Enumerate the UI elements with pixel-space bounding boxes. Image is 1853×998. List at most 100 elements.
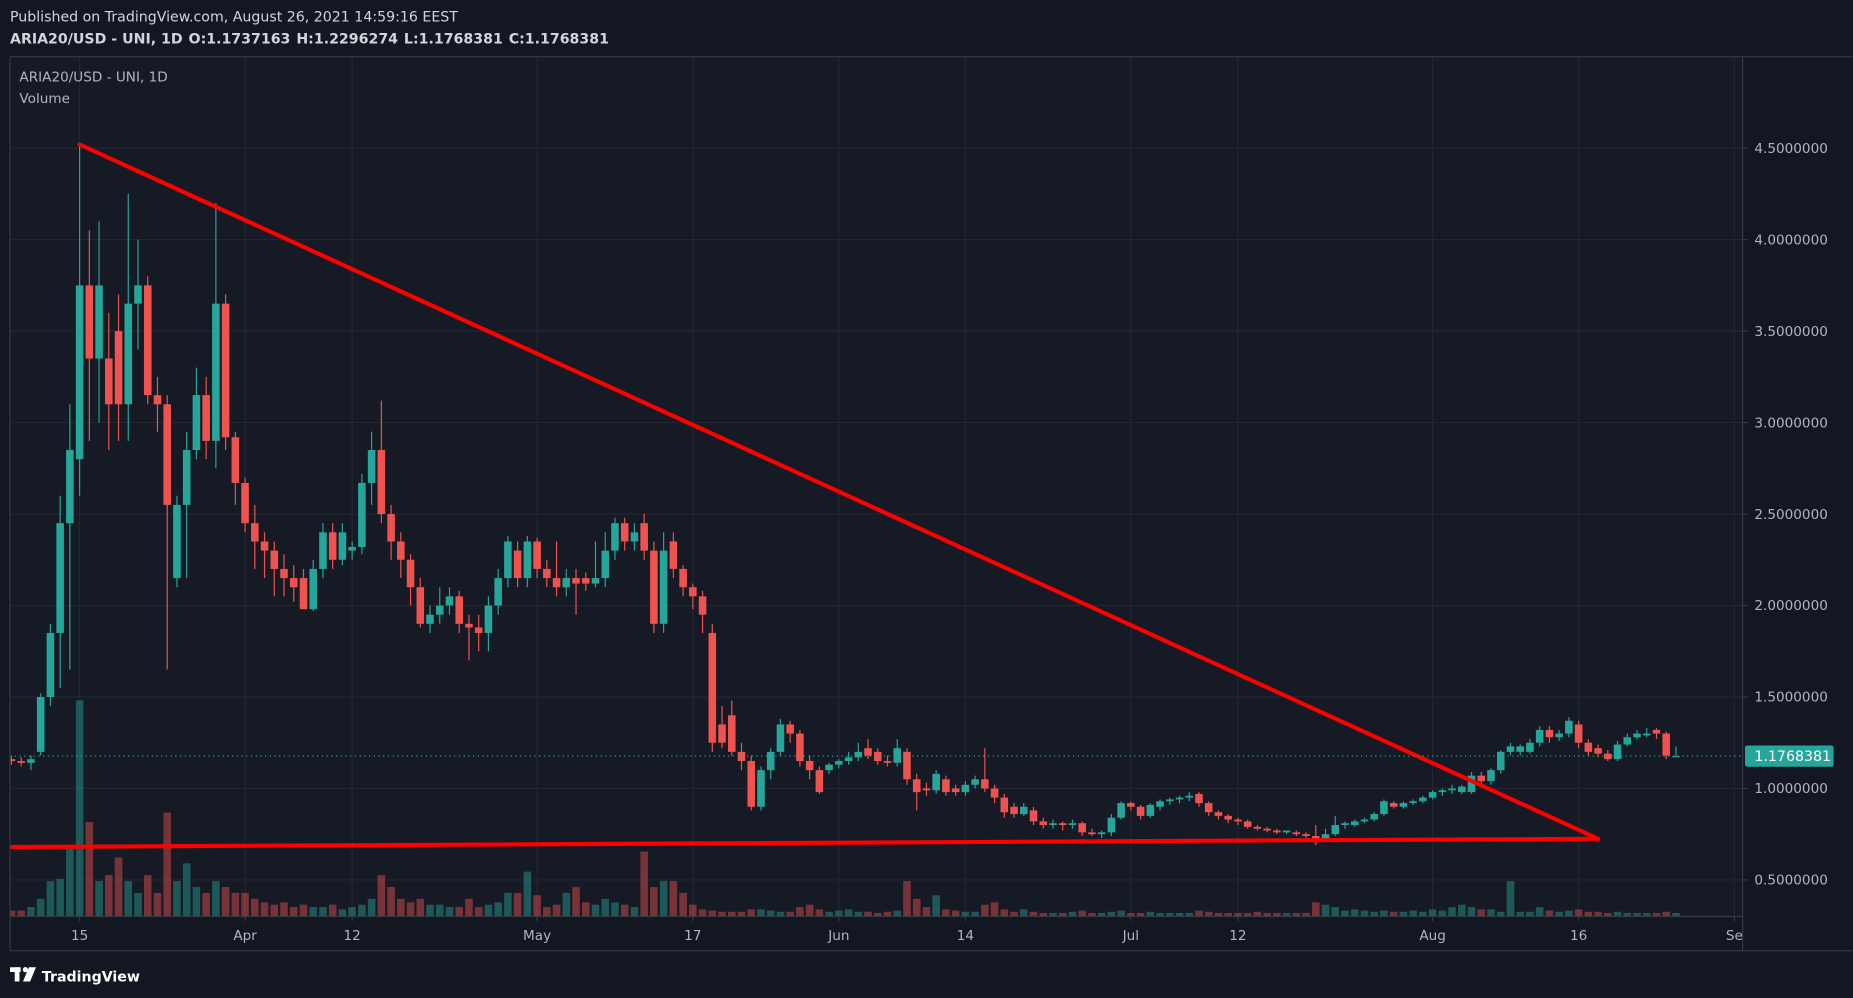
x-tick-label: Apr bbox=[233, 928, 257, 944]
volume-bar bbox=[572, 886, 580, 917]
candle-body bbox=[377, 450, 386, 515]
candle-body bbox=[1156, 801, 1164, 807]
volume-bar bbox=[1370, 911, 1378, 917]
candle-body bbox=[9, 759, 16, 762]
candle-body bbox=[319, 532, 327, 569]
candle-body bbox=[1214, 812, 1223, 816]
candle-body bbox=[153, 395, 162, 405]
volume-bar bbox=[406, 902, 415, 917]
candle-body bbox=[1175, 797, 1184, 800]
candle-body bbox=[601, 550, 610, 579]
volume-bar bbox=[591, 904, 600, 917]
volume-bar bbox=[1204, 911, 1213, 917]
y-tick-label: 4.5000000 bbox=[1754, 141, 1827, 157]
drawings bbox=[9, 142, 1743, 850]
ohlc-value: 1.1768381 bbox=[419, 32, 503, 48]
candle-body bbox=[689, 587, 697, 597]
volume-bar bbox=[990, 902, 999, 917]
volume-bar bbox=[961, 911, 970, 917]
candle-body bbox=[1428, 792, 1437, 798]
volume-bar bbox=[241, 892, 249, 917]
candle-body bbox=[1506, 746, 1515, 752]
volume-bar bbox=[202, 892, 210, 917]
x-tick-label: 12 bbox=[1229, 928, 1246, 944]
volume-bar bbox=[796, 907, 804, 917]
candle-body bbox=[1331, 825, 1340, 835]
candle-body bbox=[1633, 733, 1641, 738]
candle-body bbox=[338, 532, 347, 560]
candles bbox=[9, 144, 1680, 846]
candle-body bbox=[572, 578, 580, 584]
candle-body bbox=[163, 404, 171, 505]
volume-bar bbox=[358, 904, 366, 917]
candle-body bbox=[1360, 819, 1369, 822]
candle-body bbox=[173, 504, 181, 579]
volume-bar bbox=[1039, 912, 1048, 917]
volume-bar bbox=[1146, 911, 1155, 917]
candle-body bbox=[903, 751, 911, 780]
volume-bar bbox=[1555, 911, 1563, 917]
volume-bar bbox=[747, 909, 756, 917]
axes: 0.5000000 1.0000000 1.5000000 2.0000000 2.50… bbox=[71, 141, 1834, 944]
candle-body bbox=[1545, 729, 1554, 738]
candle-body bbox=[1263, 828, 1271, 831]
candle-body bbox=[659, 550, 668, 624]
volume-bar bbox=[46, 881, 55, 917]
candle-body bbox=[971, 779, 979, 785]
volume-bar bbox=[1331, 907, 1340, 917]
volume-bar bbox=[640, 851, 648, 917]
x-tick-label: Aug bbox=[1419, 928, 1446, 944]
symbol-header: ARIA20/USD - UNI, 1D O:1.1737163 H:1.22962… bbox=[10, 32, 609, 48]
volume-bar bbox=[912, 898, 921, 917]
candle-body bbox=[406, 559, 415, 588]
volume-bar bbox=[212, 881, 220, 917]
volume-bar bbox=[835, 910, 843, 917]
volume-bar bbox=[1389, 911, 1398, 917]
x-tick-label: 15 bbox=[71, 928, 88, 944]
candle-body bbox=[1370, 814, 1378, 820]
volume-bar bbox=[883, 911, 892, 917]
candle-body bbox=[56, 523, 64, 633]
candle-body bbox=[1020, 806, 1028, 815]
volume-bar bbox=[562, 892, 571, 917]
candle-body bbox=[698, 596, 707, 615]
candle-body bbox=[221, 303, 230, 438]
volume-bar bbox=[348, 907, 356, 917]
published-note: Published on TradingView.com, August 26,… bbox=[10, 9, 458, 25]
volume-bar bbox=[328, 904, 337, 917]
candle-body bbox=[1350, 821, 1359, 826]
volume-bar bbox=[221, 886, 230, 917]
volume-bar bbox=[1136, 912, 1145, 917]
candle-body bbox=[299, 578, 308, 610]
candle-body bbox=[766, 751, 775, 771]
candle-body bbox=[105, 358, 113, 405]
candle-body bbox=[1078, 823, 1086, 833]
brand-logo bbox=[9, 967, 36, 982]
volume-bar bbox=[942, 909, 950, 917]
candle-body bbox=[1535, 729, 1544, 743]
volume-bar bbox=[1243, 912, 1252, 917]
volume-bar bbox=[1545, 910, 1554, 917]
volume-bar bbox=[75, 700, 84, 917]
volume-bar bbox=[864, 911, 872, 917]
candle-body bbox=[864, 748, 872, 756]
candle-body bbox=[757, 770, 765, 807]
candle-body bbox=[951, 788, 960, 793]
ohlc-label: L: bbox=[404, 32, 419, 48]
ohlc-label: H: bbox=[296, 32, 314, 48]
candle-body bbox=[1584, 742, 1593, 752]
volume-bar bbox=[182, 863, 191, 917]
candle-body bbox=[435, 605, 444, 615]
volume-bar bbox=[1029, 911, 1038, 917]
volume-bar bbox=[1574, 909, 1583, 917]
candle-body bbox=[1058, 823, 1067, 826]
volume-bar bbox=[1224, 912, 1232, 917]
candle-body bbox=[328, 532, 337, 560]
volume-bar bbox=[854, 911, 863, 917]
volume-bar bbox=[1623, 912, 1632, 917]
candle-body bbox=[66, 450, 74, 524]
y-tick-label: 2.5000000 bbox=[1754, 507, 1827, 523]
x-tick-label: Jul bbox=[1122, 928, 1139, 944]
x-tick-label: Se bbox=[1726, 928, 1743, 944]
candle-body bbox=[922, 788, 931, 791]
